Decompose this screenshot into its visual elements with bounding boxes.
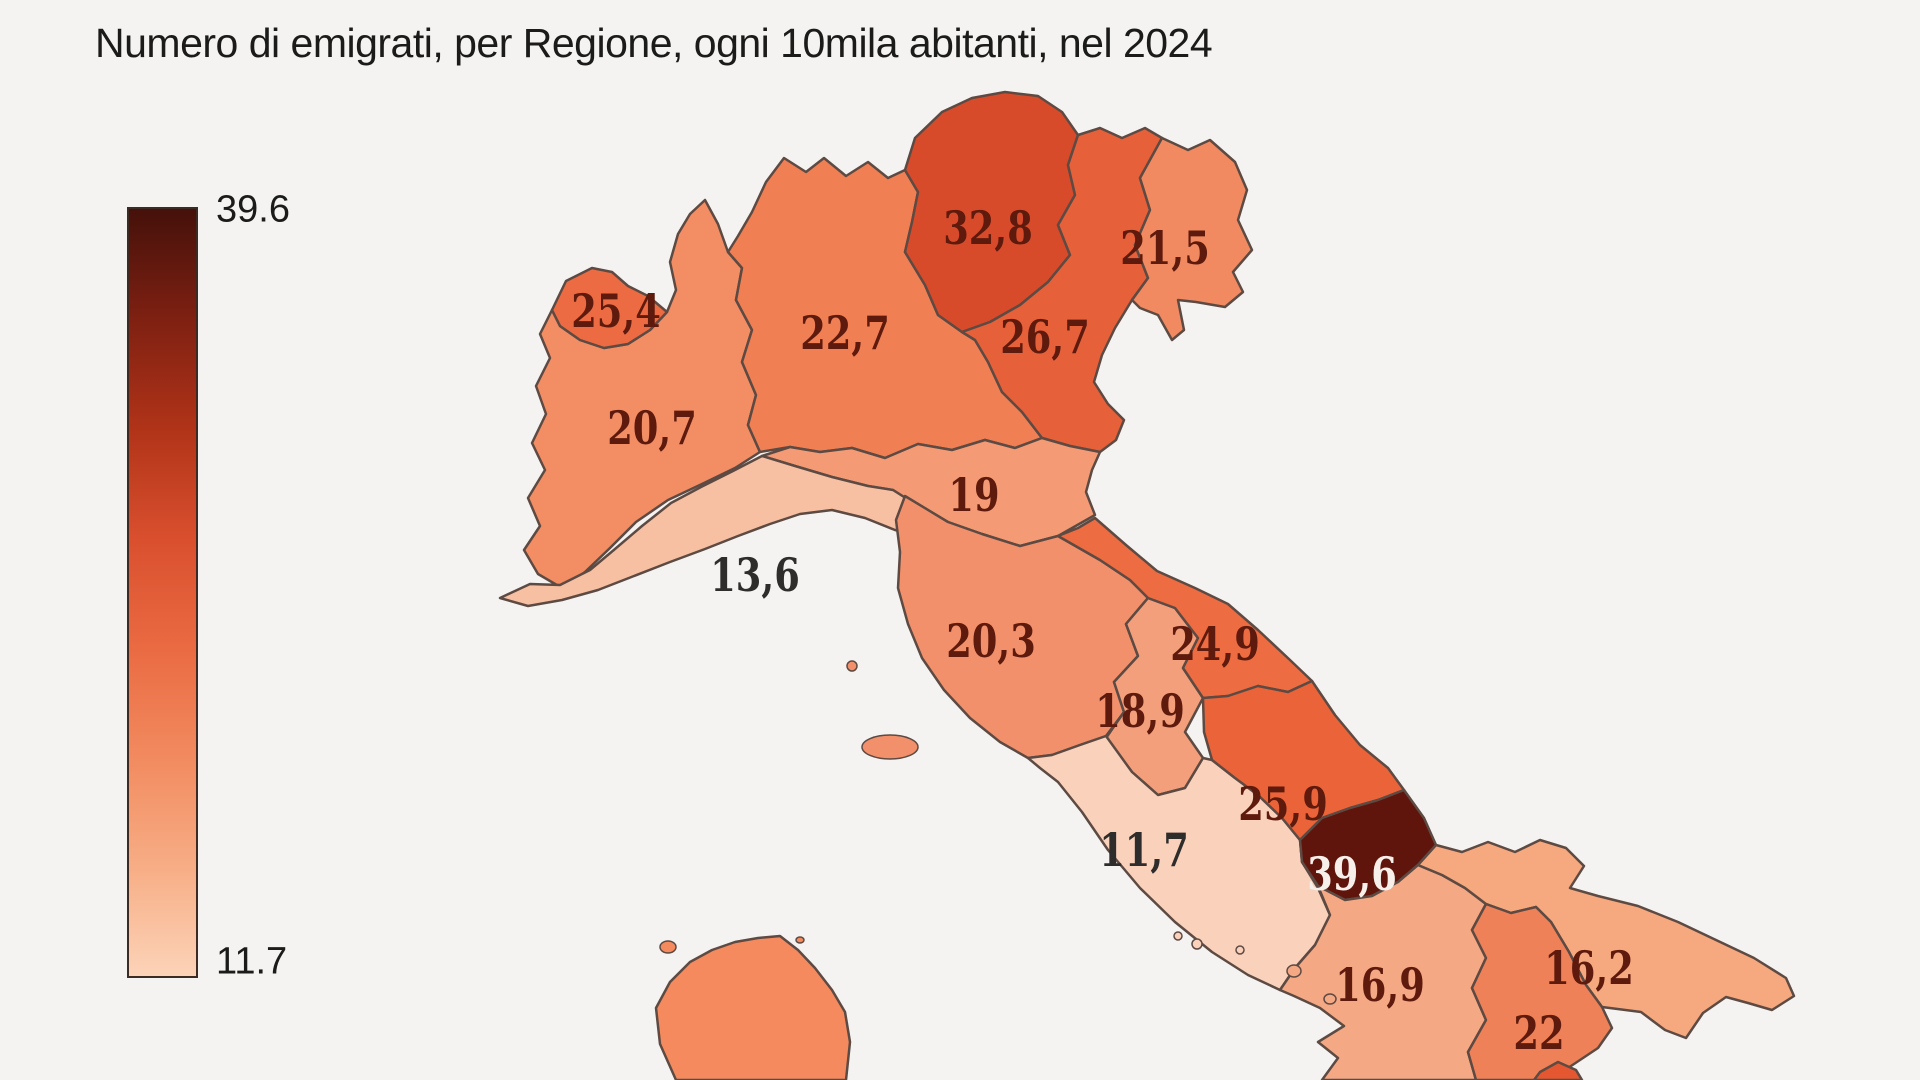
island-capri <box>1323 993 1337 1005</box>
island-palmarola <box>1191 938 1203 950</box>
region-label-puglia: 16,2 <box>1544 941 1634 995</box>
region-basilicata <box>1466 902 1614 1080</box>
region-label-basilicata: 22 <box>1513 1006 1564 1060</box>
region-friuli-venezia-giulia <box>1130 136 1254 342</box>
chart-title: Numero di emigrati, per Regione, ogni 10… <box>95 20 1213 66</box>
island-elba <box>861 734 919 760</box>
region-label-umbria: 18,9 <box>1095 684 1185 738</box>
colorbar-min-label: 11.7 <box>216 940 288 983</box>
colorbar-gradient <box>127 207 198 978</box>
region-label-trentino-alto-adige: 32,8 <box>943 201 1033 255</box>
region-calabria <box>1532 1060 1584 1080</box>
region-label-lombardia: 22,7 <box>800 306 890 360</box>
region-label-lazio: 11,7 <box>1099 823 1189 877</box>
region-label-liguria: 13,6 <box>710 548 800 602</box>
region-label-molise: 39,6 <box>1307 847 1397 901</box>
island-maddalena <box>659 940 677 954</box>
region-label-campania: 16,9 <box>1335 958 1425 1012</box>
region-abruzzo <box>1201 679 1406 842</box>
island-islet-ne-sardegna <box>795 936 805 944</box>
island-ventotene <box>1235 945 1245 955</box>
region-label-abruzzo: 25,9 <box>1238 777 1328 831</box>
island-ischia <box>1286 964 1302 978</box>
region-label-marche: 24,9 <box>1170 617 1260 671</box>
colorbar-max-label: 39.6 <box>216 188 290 231</box>
region-label-friuli-venezia-giulia: 21,5 <box>1120 221 1210 275</box>
region-valle-daosta <box>550 266 669 350</box>
region-label-emilia-romagna: 19 <box>948 468 999 522</box>
region-sardegna <box>654 934 852 1080</box>
region-label-toscana: 20,3 <box>946 614 1036 668</box>
island-capraia <box>846 660 858 672</box>
region-label-piemonte: 20,7 <box>607 401 697 455</box>
region-label-veneto: 26,7 <box>1000 310 1090 364</box>
region-label-valle-daosta: 25,4 <box>571 284 661 338</box>
island-ponza <box>1173 931 1183 941</box>
